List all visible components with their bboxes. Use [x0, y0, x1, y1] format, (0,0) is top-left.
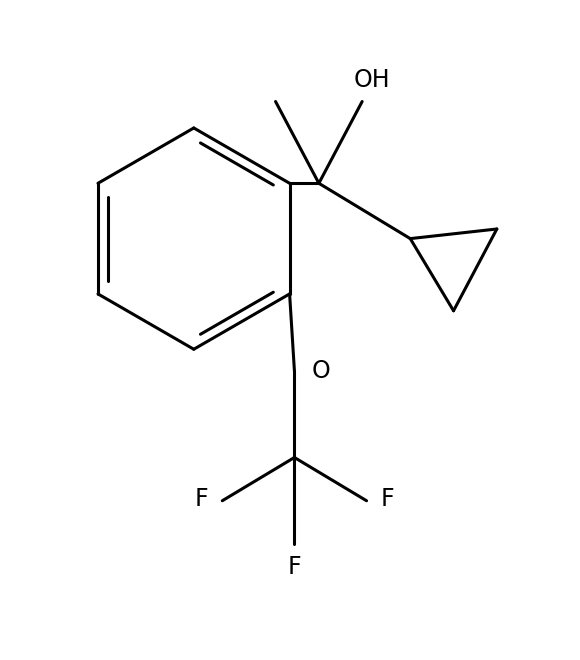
Text: O: O: [312, 359, 331, 383]
Text: F: F: [288, 555, 301, 579]
Text: F: F: [194, 487, 208, 511]
Text: F: F: [381, 487, 394, 511]
Text: OH: OH: [353, 69, 390, 92]
